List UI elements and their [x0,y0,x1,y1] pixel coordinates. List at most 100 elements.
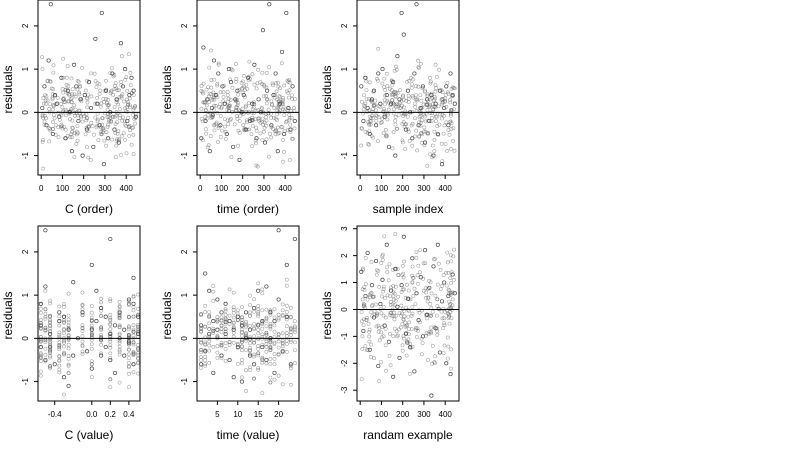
cloud-point [268,361,273,366]
cloud-point [131,330,136,335]
cloud-point [393,90,398,94]
cloud-point [108,317,113,322]
cloud-point [414,335,419,339]
cloud-point [281,159,285,164]
cloud-point [263,123,268,128]
data-point [78,97,83,102]
cloud-point [371,135,376,140]
cloud-point [117,340,122,345]
cloud-point [419,352,424,357]
cloud-point [379,360,383,365]
y-axis-label: residuals [1,65,15,113]
cloud-point [82,114,87,118]
cloud-point [246,78,251,83]
cloud-point [400,103,405,108]
cloud-point [72,92,77,97]
cloud-point [292,361,297,366]
cloud-point [234,114,239,118]
cloud-point [363,344,368,349]
data-point [448,372,453,377]
cloud-point [126,364,131,369]
cloud-point [57,345,62,350]
cloud-point [437,122,442,127]
data-point [256,323,261,328]
cloud-point [48,320,53,325]
cloud-point [248,323,252,328]
cloud-point [227,313,232,318]
cloud-point [260,332,265,337]
cloud-point [65,64,70,69]
cloud-point [108,377,113,382]
cloud-point [394,313,399,318]
cloud-point [392,310,396,315]
data-point [112,127,117,132]
cloud-point [96,117,100,122]
y-tick-label: 2 [340,253,349,258]
cloud-point [264,361,269,366]
cloud-point [214,120,219,125]
cloud-point [428,280,433,285]
cloud-point [84,88,88,93]
cloud-point [43,314,48,319]
cloud-point [80,326,85,331]
cloud-point [400,321,405,326]
cloud-point [38,369,43,374]
cloud-point [126,52,131,57]
cloud-point [88,157,93,162]
cloud-point [57,367,62,372]
cloud-point [199,325,204,330]
data-point [442,105,447,111]
cloud-point [38,359,43,363]
cloud-point [203,358,208,363]
cloud-point [401,317,406,322]
cloud-point [96,138,101,143]
data-point [431,264,436,269]
cloud-point [386,107,391,112]
cloud-point [400,348,405,353]
cloud-point [99,300,104,305]
cloud-point [203,303,208,308]
cloud-point [254,128,259,133]
cloud-point [211,108,216,112]
cloud-point [385,270,390,274]
cloud-point [425,299,430,304]
cloud-point [261,129,266,134]
data-point [399,10,404,16]
cloud-point [51,112,56,117]
data-point [117,310,122,315]
cloud-point [388,299,393,304]
cloud-point [216,62,221,67]
cloud-point [126,115,131,120]
cloud-point [201,91,205,96]
cloud-point [226,122,231,127]
cloud-point [379,261,384,265]
cloud-point [396,294,401,299]
cloud-point [264,337,269,341]
cloud-point [216,125,221,130]
x-axis-label: C (order) [65,202,113,216]
cloud-point [370,114,375,118]
cloud-point [234,79,238,84]
y-axis-label: residuals [160,291,174,339]
data-point [220,84,225,89]
cloud-point [433,119,438,124]
data-point [397,97,402,102]
cloud-point [391,107,396,112]
cloud-point [199,106,204,111]
cloud-point [410,304,415,309]
cloud-point [433,256,437,261]
cloud-point [416,308,421,313]
cloud-point [268,321,273,326]
cloud-point [223,358,228,363]
cloud-point [429,116,434,120]
cloud-point [403,295,408,300]
cloud-point [411,294,416,298]
cloud-point [120,54,124,59]
cloud-point [47,107,52,111]
cloud-point [376,269,381,273]
cloud-point [371,89,376,94]
data-point [211,370,216,375]
cloud-point [57,304,62,309]
cloud-point [126,325,131,330]
cloud-point [360,287,365,292]
